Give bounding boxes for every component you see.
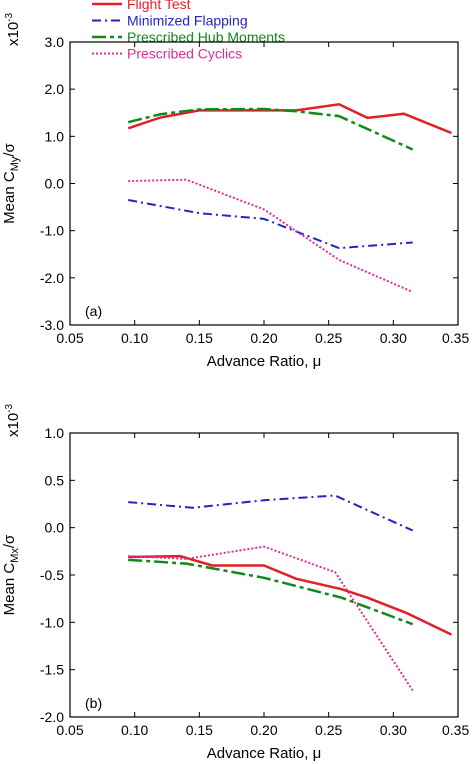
y-tick-label: -2.0 bbox=[40, 270, 64, 286]
y-scale-base: x10 bbox=[5, 413, 22, 437]
y-axis-title-main: Mean C bbox=[1, 171, 18, 224]
x-tick-label: 0.30 bbox=[380, 330, 407, 346]
y-scale-exponent: -3 bbox=[4, 403, 15, 412]
series-line-minimized-flapping bbox=[128, 199, 413, 250]
x-tick-label: 0.35 bbox=[442, 722, 469, 738]
y-tick-label: -3.0 bbox=[40, 317, 64, 333]
y-tick-label: -2.0 bbox=[40, 709, 64, 725]
y-axis-title-sub: My bbox=[9, 156, 21, 171]
x-tick-label: 0.10 bbox=[121, 330, 148, 346]
x-tick-label: 0.25 bbox=[315, 330, 342, 346]
y-tick-label: -1.5 bbox=[40, 662, 64, 678]
y-tick-label: 0.0 bbox=[45, 176, 65, 192]
y-tick-label: -1.0 bbox=[40, 614, 64, 630]
y-axis-title-main: Mean C bbox=[1, 563, 18, 616]
x-tick-label: 0.25 bbox=[315, 722, 342, 738]
panel-label: (a) bbox=[85, 303, 102, 319]
x-tick-label: 0.15 bbox=[186, 722, 213, 738]
series-line-prescribed-hub-moments bbox=[127, 107, 414, 151]
y-axis-title: Mean CMy/σ bbox=[1, 142, 21, 223]
x-tick-label: 0.05 bbox=[56, 722, 83, 738]
x-tick-label: 0.20 bbox=[250, 330, 277, 346]
y-scale-exponent: -3 bbox=[4, 12, 15, 21]
y-tick-label: 0.5 bbox=[45, 472, 65, 488]
y-axis-title-tail: /σ bbox=[1, 534, 18, 548]
legend-label: Prescribed Hub Moments bbox=[127, 29, 285, 45]
chart-panel-b: 0.05 0.10 0.15 0.20 0.25 0.30 0.35 -2.0 -1.5 -1.0… bbox=[1, 403, 469, 762]
y-tick-label: -1.0 bbox=[40, 223, 64, 239]
panel-label: (b) bbox=[85, 695, 102, 711]
x-tick-label: 0.35 bbox=[442, 330, 469, 346]
x-axis-title: Advance Ratio, μ bbox=[207, 745, 322, 762]
x-tick-label: 0.10 bbox=[121, 722, 148, 738]
y-scale-label: x10-3 bbox=[4, 12, 22, 46]
y-tick-label: 0.0 bbox=[45, 520, 65, 536]
legend-label: Minimized Flapping bbox=[127, 13, 248, 29]
plot-frame bbox=[69, 41, 459, 326]
legend-label: Prescribed Cyclics bbox=[127, 46, 242, 62]
x-axis-title: Advance Ratio, μ bbox=[207, 353, 322, 370]
y-tick-label: 3.0 bbox=[45, 34, 65, 50]
series-line-prescribed-cyclics bbox=[128, 178, 414, 293]
series-line-minimized-flapping bbox=[128, 494, 414, 532]
series-line-prescribed-hub-moments bbox=[128, 558, 414, 626]
y-axis-title-tail: /σ bbox=[1, 142, 18, 156]
y-axis-title-sub: Mx bbox=[9, 548, 21, 563]
y-tick-label: -0.5 bbox=[40, 567, 64, 583]
y-scale-label: x10-3 bbox=[4, 403, 22, 437]
x-tick-label: 0.05 bbox=[56, 330, 83, 346]
series-line-prescribed-cyclics bbox=[128, 545, 414, 692]
y-scale-base: x10 bbox=[5, 22, 22, 46]
y-tick-label: 2.0 bbox=[45, 81, 65, 97]
series-line-flight-test bbox=[127, 103, 452, 135]
plot-frame bbox=[69, 432, 459, 718]
legend-item-flight-test: Flight Test bbox=[92, 0, 191, 12]
y-axis-title: Mean CMx/σ bbox=[1, 534, 21, 615]
x-tick-label: 0.20 bbox=[250, 722, 277, 738]
x-tick-label: 0.30 bbox=[380, 722, 407, 738]
y-tick-label: 1.0 bbox=[45, 425, 65, 441]
y-tick-label: 1.0 bbox=[45, 128, 65, 144]
x-tick-label: 0.15 bbox=[186, 330, 213, 346]
chart-panel-a: 0.05 0.10 0.15 0.20 0.25 0.30 0.35 -3.0 -2.0 -1.0… bbox=[1, 12, 469, 370]
legend-item-minimized-flapping: Minimized Flapping bbox=[92, 13, 248, 29]
series-line-flight-test bbox=[128, 554, 453, 636]
legend-item-prescribed-hub-moments: Prescribed Hub Moments bbox=[92, 29, 285, 45]
legend-item-prescribed-cyclics: Prescribed Cyclics bbox=[92, 46, 242, 62]
legend-label: Flight Test bbox=[127, 0, 191, 12]
